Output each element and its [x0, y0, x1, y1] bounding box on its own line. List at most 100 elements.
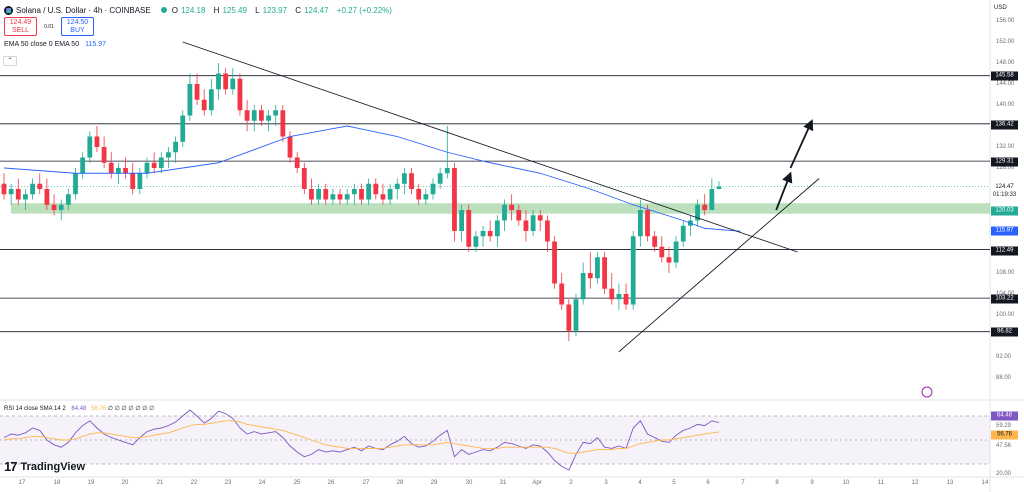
candle-body — [630, 236, 636, 305]
ema-price-badge: 115.97 — [991, 226, 1018, 236]
time-tick: 13 — [946, 480, 954, 486]
candle-body — [309, 189, 314, 200]
price-tick: 140.00 — [996, 102, 1015, 108]
time-tick: 27 — [362, 480, 370, 486]
candle-body — [130, 173, 136, 189]
symbol-title[interactable]: Solana / U.S. Dollar · 4h · COINBASE — [16, 5, 151, 15]
time-tick: 26 — [327, 480, 335, 486]
time-tick: 3 — [604, 480, 608, 486]
candle-body — [659, 246, 665, 258]
candle-body — [387, 189, 393, 200]
level-label: 112.49 — [991, 246, 1018, 256]
trendline — [618, 178, 820, 353]
buy-button[interactable]: 124.50 BUY — [61, 17, 94, 36]
candle-body — [530, 215, 536, 231]
time-tick: 22 — [190, 480, 198, 486]
candle-body — [680, 225, 686, 242]
rsi-line — [3, 409, 720, 471]
price-tick: 144.00 — [996, 81, 1015, 87]
candle-body — [537, 215, 543, 221]
candle-body — [616, 294, 622, 300]
ohlc-low: L 123.97 — [255, 5, 288, 15]
candle-body — [144, 162, 150, 174]
level-label: 145.58 — [991, 71, 1018, 81]
candle-body — [716, 186, 722, 189]
candle-body — [480, 231, 486, 237]
projection-arrow — [775, 171, 793, 211]
price-tick: 148.00 — [996, 60, 1015, 66]
candle-body — [437, 173, 443, 184]
candle-body — [166, 152, 171, 158]
candle-body — [158, 157, 164, 168]
time-tick: 17 — [18, 480, 26, 486]
ohlc-change: +0.27 (+0.22%) — [336, 5, 392, 15]
time-tick: 31 — [499, 480, 507, 486]
candle-body — [287, 136, 293, 158]
time-tick: 2 — [569, 480, 573, 486]
rsi-legend[interactable]: RSI 14 close SMA 14 2 64.48 56.76 ∅ ∅ ∅ … — [4, 405, 154, 412]
ema-legend[interactable]: EMA 50 close 0 EMA 50 115.97 — [4, 41, 106, 48]
price-tick: 100.00 — [996, 312, 1015, 318]
candle-body — [273, 110, 279, 116]
price-tick: 132.00 — [996, 144, 1015, 150]
candle-body — [180, 115, 186, 142]
candle-body — [380, 194, 386, 200]
rsi-sma-line — [3, 420, 720, 454]
sell-button[interactable]: 124.49 SELL — [4, 17, 37, 36]
spread-value: 0.01 — [44, 23, 54, 30]
time-tick: 5 — [672, 480, 676, 486]
rsi-legend-value: 64.48 — [71, 406, 87, 412]
candle-body — [566, 304, 572, 331]
candle-body — [94, 136, 100, 147]
time-tick: 7 — [741, 480, 745, 486]
ohlc-values: O 124.18 H 125.49 L 123.97 C 124.47 +0.27 (+… — [172, 6, 395, 15]
candle-body — [266, 115, 271, 121]
candle-body — [65, 194, 71, 205]
candle-body — [473, 236, 479, 247]
rsi-legend-zeros: ∅ ∅ ∅ ∅ ∅ ∅ ∅ — [107, 406, 155, 412]
candle-body — [194, 84, 200, 100]
candle-body — [351, 189, 357, 195]
ema50-line — [3, 125, 741, 232]
price-tick: 108.00 — [996, 270, 1015, 276]
candle-body — [430, 183, 436, 195]
rsi-tick: 20.00 — [996, 471, 1012, 477]
candle-body — [459, 210, 464, 231]
currency-label[interactable]: USD — [994, 5, 1007, 11]
time-tick: 29 — [430, 480, 438, 486]
rsi-legend-label: RSI 14 close SMA 14 2 — [4, 406, 66, 412]
candle-body — [695, 204, 700, 221]
ohlc-close: C 124.47 — [295, 5, 329, 15]
level-label: 96.82 — [991, 327, 1018, 337]
time-tick: 11 — [877, 480, 885, 486]
rsi-sma-badge: 56.76 — [991, 430, 1018, 440]
candle-body — [251, 110, 257, 121]
current-price-badge: 124.47 01:19:33 — [991, 183, 1018, 200]
candle-body — [366, 183, 372, 200]
candle-body — [502, 204, 507, 221]
candle-body — [523, 220, 529, 231]
candle-body — [509, 204, 515, 210]
candle-body — [15, 189, 21, 200]
rsi-legend-sma-value: 56.76 — [91, 406, 107, 412]
candle-body — [337, 194, 343, 200]
projection-arrow — [789, 119, 814, 169]
candle-body — [409, 173, 414, 189]
candle-body — [101, 147, 107, 163]
time-tick: 19 — [87, 480, 95, 486]
collapse-legend-chevron-icon[interactable]: ⌃ — [3, 56, 17, 66]
time-tick: 9 — [810, 480, 814, 486]
solana-coin-icon — [4, 5, 13, 15]
candle-body — [237, 78, 243, 111]
bar-countdown: 01:19:33 — [992, 192, 1017, 198]
candle-body — [30, 183, 35, 195]
candle-body — [423, 194, 429, 200]
candle-body — [602, 257, 607, 289]
tradingview-logo[interactable]: 17 TradingView — [4, 459, 85, 474]
ohlc-high: H 125.49 — [213, 5, 247, 15]
trendline — [182, 41, 798, 253]
candle-body — [1, 183, 7, 195]
buy-label: BUY — [70, 27, 85, 34]
candle-body — [344, 194, 350, 200]
